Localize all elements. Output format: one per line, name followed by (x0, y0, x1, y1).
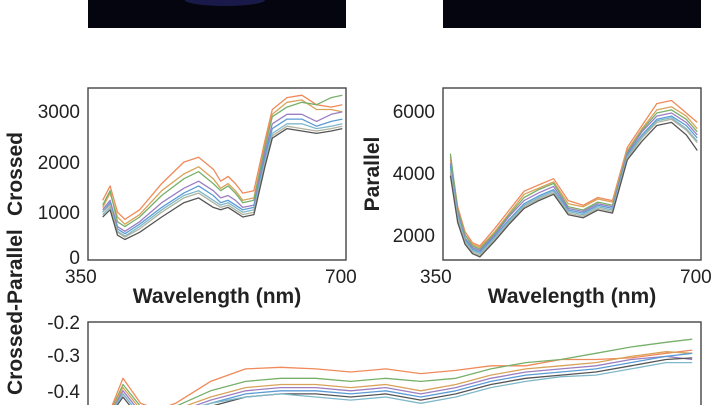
parallel-series-line-5 (449, 115, 698, 253)
y-axis-label-difference: Crossed-Parallel (4, 229, 27, 395)
x-tick-700-parallel: 700 (680, 267, 712, 288)
parallel-series-line-2 (449, 106, 698, 249)
difference-series-line-4 (114, 355, 693, 405)
crossed-series-line-3 (102, 94, 343, 228)
plot-frame-difference (87, 321, 702, 405)
crossed-series-line-6 (102, 123, 343, 237)
y-tick-2000-parallel: 2000 (393, 226, 435, 247)
y-tick-1000: 1000 (38, 203, 80, 224)
difference-series-line-6 (116, 357, 693, 405)
panel-parallel: 6000 4000 2000 350 700 Wavelength (nm) P… (361, 87, 712, 308)
x-axis-label-parallel: Wavelength (nm) (488, 285, 656, 308)
x-tick-350-parallel: 350 (420, 267, 452, 288)
panel-difference: -0.2 -0.3 -0.4 Crossed-Parallel (4, 229, 702, 405)
y-tick-4000: 4000 (393, 164, 435, 185)
plot-frame-parallel (442, 87, 702, 261)
image-strip-left-highlight (185, 0, 265, 6)
crossed-series-line-4 (102, 111, 343, 232)
series-group-difference (111, 338, 693, 405)
y-ticks-crossed: 3000 2000 1000 0 (38, 102, 80, 269)
x-axis-label-crossed: Wavelength (nm) (133, 285, 301, 308)
panel-crossed: 3000 2000 1000 0 350 700 Wavelength (nm)… (4, 87, 357, 308)
y-axis-label-crossed: Crossed (4, 132, 27, 216)
y-tick-3000: 3000 (38, 102, 80, 123)
difference-series-line-2 (112, 338, 693, 405)
parallel-series-line-6 (449, 117, 698, 255)
parallel-series-line-3 (449, 109, 698, 250)
difference-series-line-1 (111, 349, 693, 405)
parallel-series-line-8 (449, 121, 698, 258)
series-group-crossed (102, 94, 343, 241)
crossed-series-line-1 (102, 94, 343, 221)
difference-series-line-3 (113, 351, 693, 405)
y-tick-2000: 2000 (38, 153, 80, 174)
y-tick-6000: 6000 (393, 102, 435, 123)
y-axis-label-parallel: Parallel (361, 137, 384, 212)
difference-series-line-5 (115, 352, 693, 405)
x-tick-350-crossed: 350 (65, 267, 97, 288)
series-group-parallel (449, 99, 698, 258)
plot-frame-crossed (87, 87, 347, 261)
difference-series-line-7 (115, 361, 693, 405)
parallel-series-line-4 (449, 112, 698, 252)
parallel-series-line-7 (449, 118, 698, 256)
y-tick-minus-0.2: -0.2 (47, 313, 80, 334)
crossed-series-line-5 (102, 118, 343, 235)
crossed-series-line-2 (102, 99, 343, 225)
crossed-series-line-7 (102, 125, 343, 238)
parallel-series-line-1 (449, 99, 698, 247)
x-tick-700-crossed: 700 (325, 267, 357, 288)
image-strip-right (443, 0, 701, 28)
y-tick-minus-0.3: -0.3 (47, 346, 80, 367)
crossed-series-line-8 (102, 127, 343, 241)
y-tick-minus-0.4: -0.4 (47, 382, 80, 403)
y-tick-0: 0 (69, 248, 80, 269)
